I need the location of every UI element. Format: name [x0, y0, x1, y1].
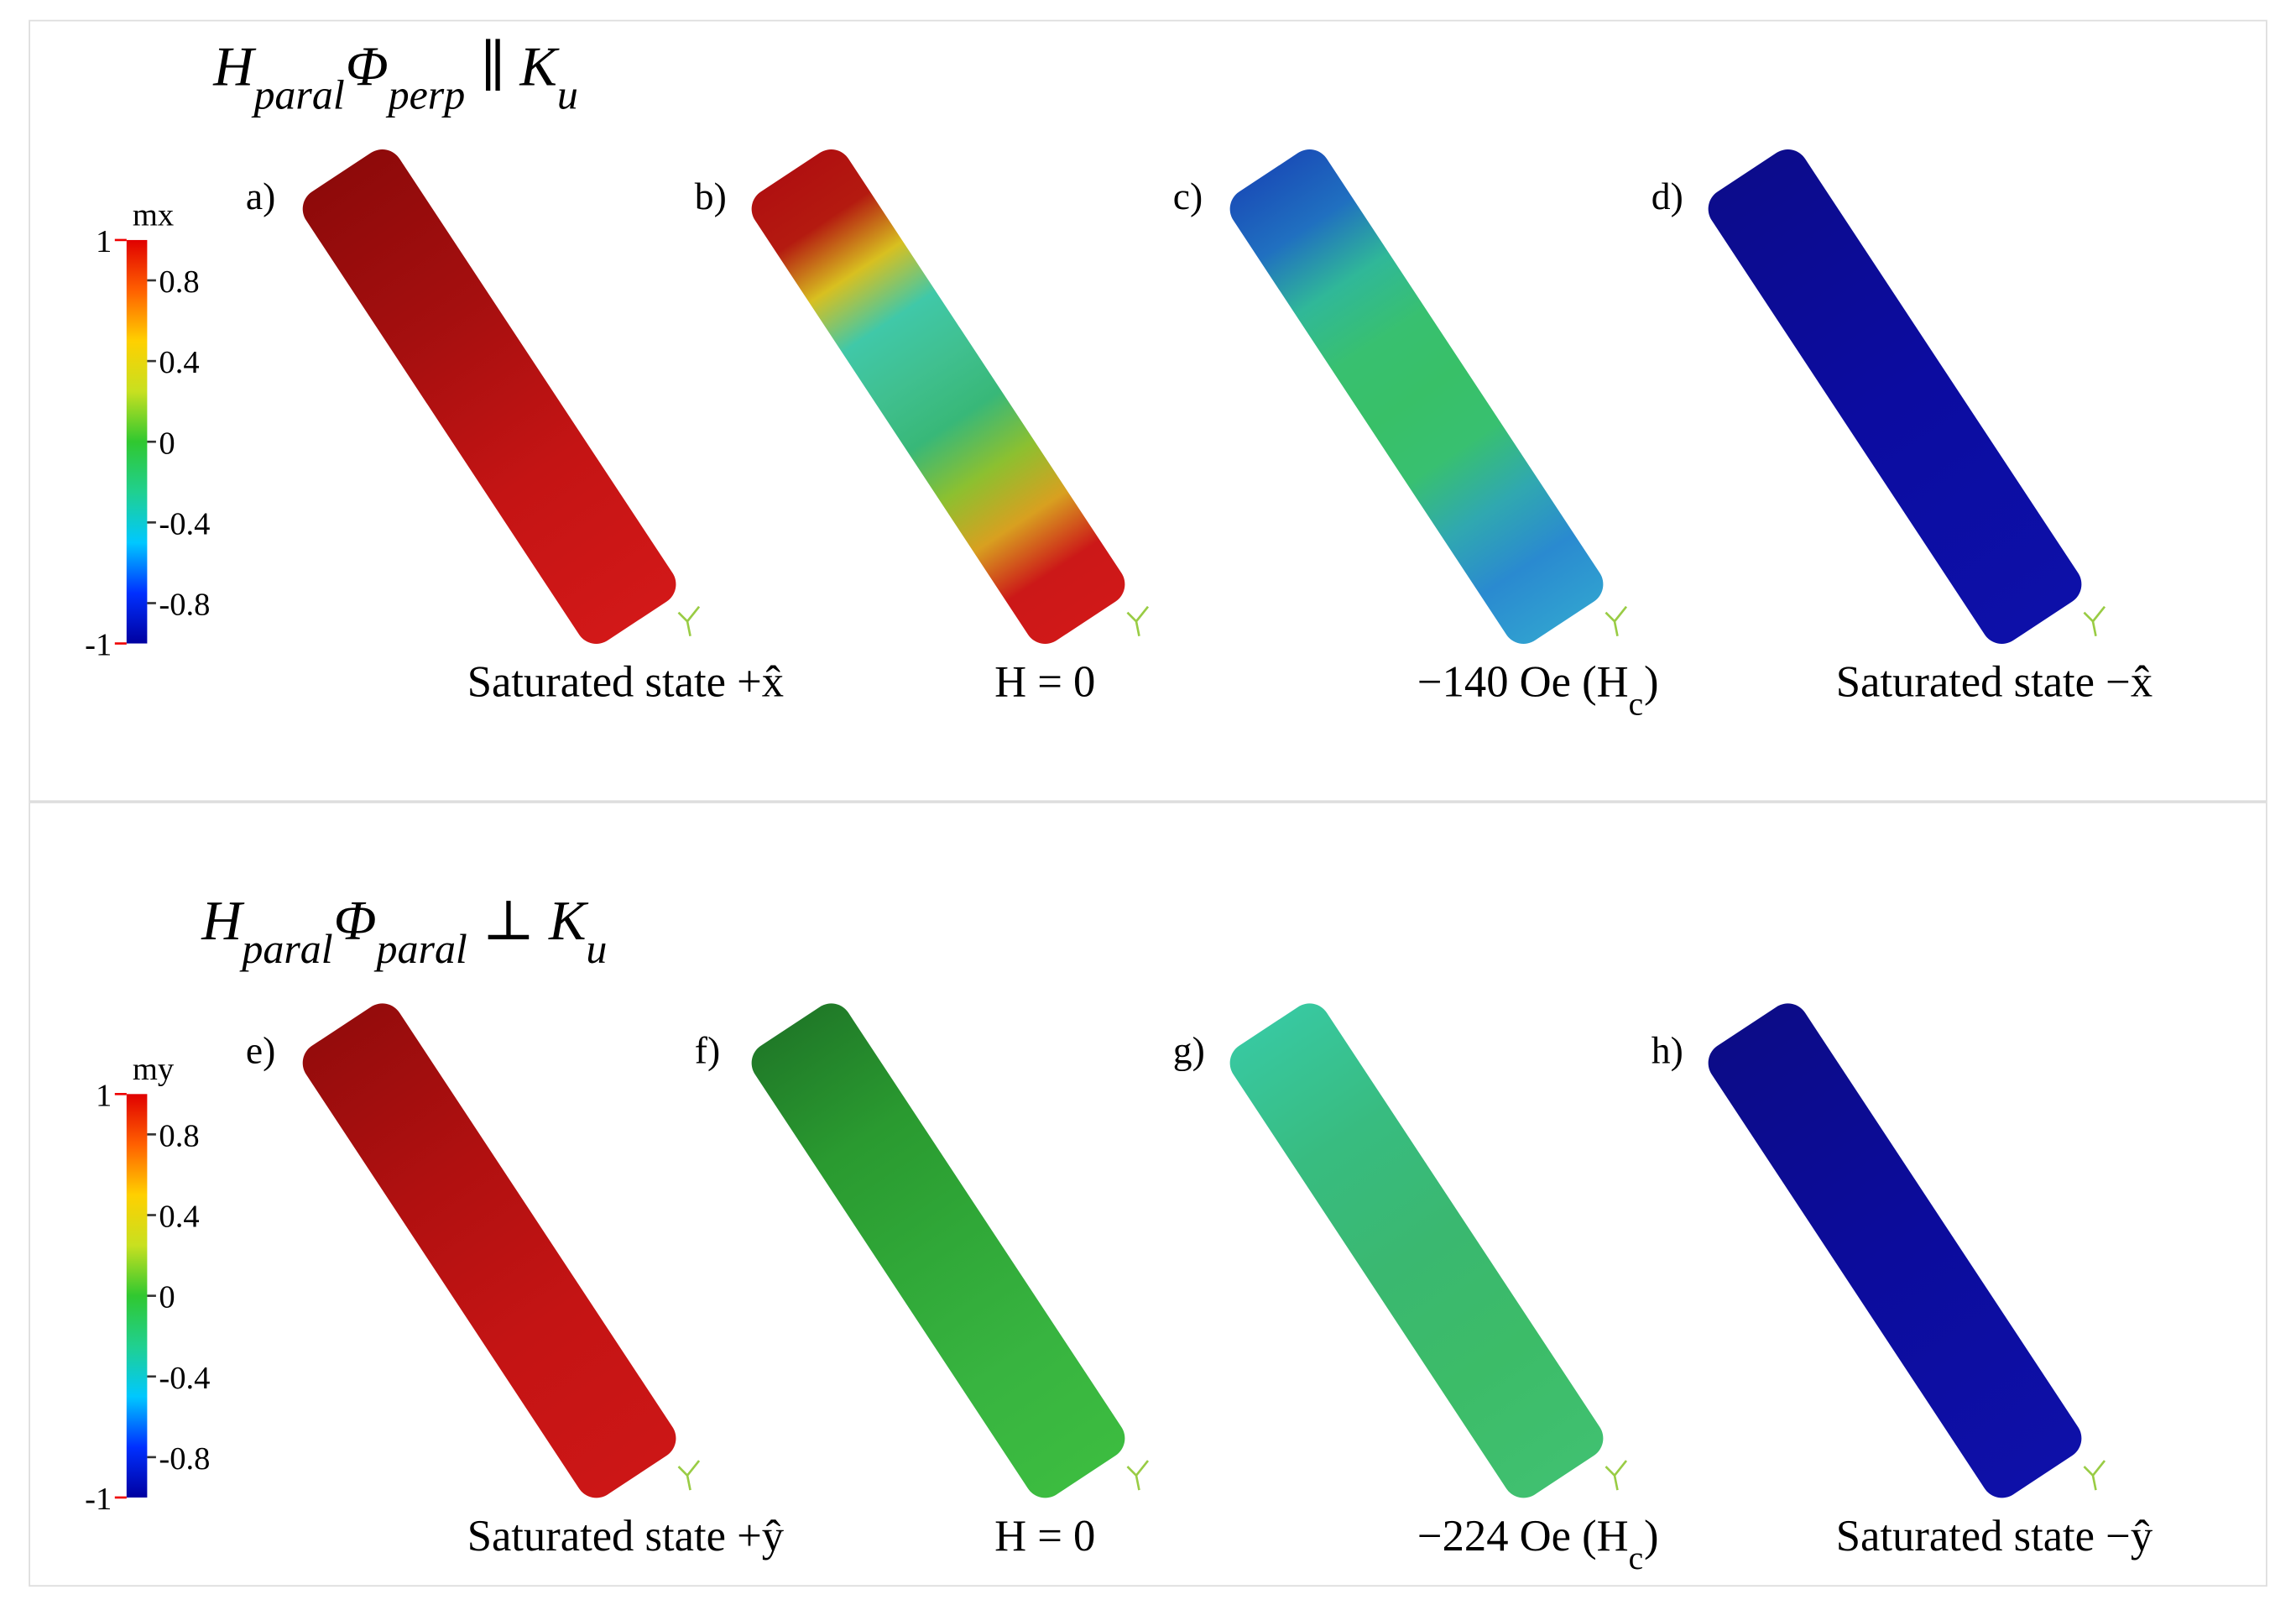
- nanowire: [1708, 1003, 2082, 1498]
- panel-frame: [29, 802, 2267, 1587]
- colorbar: [126, 239, 148, 644]
- tick-label: -0.4: [159, 1361, 210, 1396]
- text-part: Saturated state +ŷ: [467, 1512, 785, 1561]
- caption: Saturated state −x̂: [1836, 658, 2152, 707]
- axis-glyph: [2083, 605, 2106, 637]
- caption: −140 Oe (Hc ): [1417, 658, 1659, 723]
- text-part: H: [201, 891, 245, 952]
- spacer: [578, 76, 579, 88]
- nanowire: [1708, 149, 2082, 644]
- tick-label: 0.4: [159, 345, 199, 380]
- text-part: H: [212, 37, 257, 98]
- tick-label: 0: [159, 1280, 175, 1315]
- text-part: −224 Oe (H: [1417, 1512, 1629, 1561]
- subscript: paral: [251, 71, 344, 118]
- subscript: u: [586, 925, 607, 972]
- axis-glyph: [1605, 1460, 1628, 1491]
- caption: H = 0: [994, 1512, 1095, 1561]
- caption: Saturated state −ŷ: [1836, 1512, 2153, 1561]
- axis-glyph: [677, 605, 701, 637]
- subplot-label: g): [1173, 1028, 1205, 1071]
- subscript: paral: [239, 925, 332, 972]
- tick-label: -0.4: [159, 506, 210, 541]
- axis-glyph: [1605, 605, 1628, 637]
- text-part: H = 0: [994, 658, 1095, 707]
- text-part: ): [1644, 1512, 1659, 1561]
- subscript: c: [1629, 1540, 1644, 1576]
- colorbar-label: mx: [133, 197, 174, 233]
- tick-label: -1: [85, 1482, 112, 1517]
- text-part: −140 Oe (H: [1417, 658, 1629, 707]
- colorbar-label: my: [133, 1052, 175, 1087]
- text-part: Saturated state −x̂: [1836, 658, 2152, 707]
- tick-label: -1: [85, 628, 112, 663]
- subscript: u: [557, 71, 578, 118]
- nanowire: [751, 149, 1125, 644]
- caption: H = 0: [994, 658, 1095, 707]
- text-part: Saturated state +x̂: [467, 658, 784, 707]
- text-part: H = 0: [994, 1512, 1095, 1561]
- tick-label: -0.8: [159, 1441, 210, 1477]
- subscript: c: [1629, 686, 1644, 723]
- caption: Saturated state +ŷ: [467, 1512, 785, 1561]
- nanowire: [1229, 1003, 1604, 1498]
- tick-label: -0.8: [159, 588, 210, 623]
- text-part: ⊥ K: [468, 891, 589, 952]
- tick-label: 0.8: [159, 1118, 199, 1153]
- panel-frame: [29, 19, 2267, 802]
- spacer: [607, 929, 608, 942]
- subplot-label: f): [695, 1028, 720, 1071]
- axis-glyph: [1126, 1460, 1150, 1491]
- panel-title: Hparal Φparal ⊥ Ku: [201, 891, 608, 972]
- subplot-label: e): [246, 1028, 275, 1071]
- nanowire: [751, 1003, 1125, 1498]
- tick-label: 0: [159, 426, 175, 461]
- nanowire: [302, 1003, 676, 1498]
- subscript: perp: [386, 71, 466, 118]
- tick-label: 0.8: [159, 264, 199, 300]
- tick-label: 0.4: [159, 1200, 199, 1235]
- caption: Saturated state +x̂: [467, 658, 784, 707]
- nanowire: [1229, 149, 1604, 644]
- axis-glyph: [677, 1460, 701, 1491]
- subplot-label: a): [246, 175, 275, 217]
- text-part: ): [1644, 658, 1659, 707]
- tick-label: 1: [96, 224, 112, 259]
- axis-glyph: [2083, 1460, 2106, 1491]
- text-part: Φ: [346, 37, 389, 98]
- nanowire: [302, 149, 676, 644]
- subscript: paral: [374, 925, 467, 972]
- panel-title: Hparal Φperp ∥ Ku: [212, 37, 579, 118]
- subplot-label: c): [1173, 175, 1203, 217]
- caption: −224 Oe (Hc ): [1417, 1512, 1659, 1576]
- subplot-label: h): [1652, 1028, 1683, 1071]
- subplot-label: d): [1652, 175, 1683, 217]
- colorbar: [126, 1094, 148, 1498]
- text-part: Saturated state −ŷ: [1836, 1512, 2153, 1561]
- text-part: ∥ K: [466, 37, 560, 98]
- subplot-label: b): [695, 175, 727, 217]
- tick-label: 1: [96, 1078, 112, 1113]
- text-part: Φ: [334, 891, 377, 952]
- axis-glyph: [1126, 605, 1150, 637]
